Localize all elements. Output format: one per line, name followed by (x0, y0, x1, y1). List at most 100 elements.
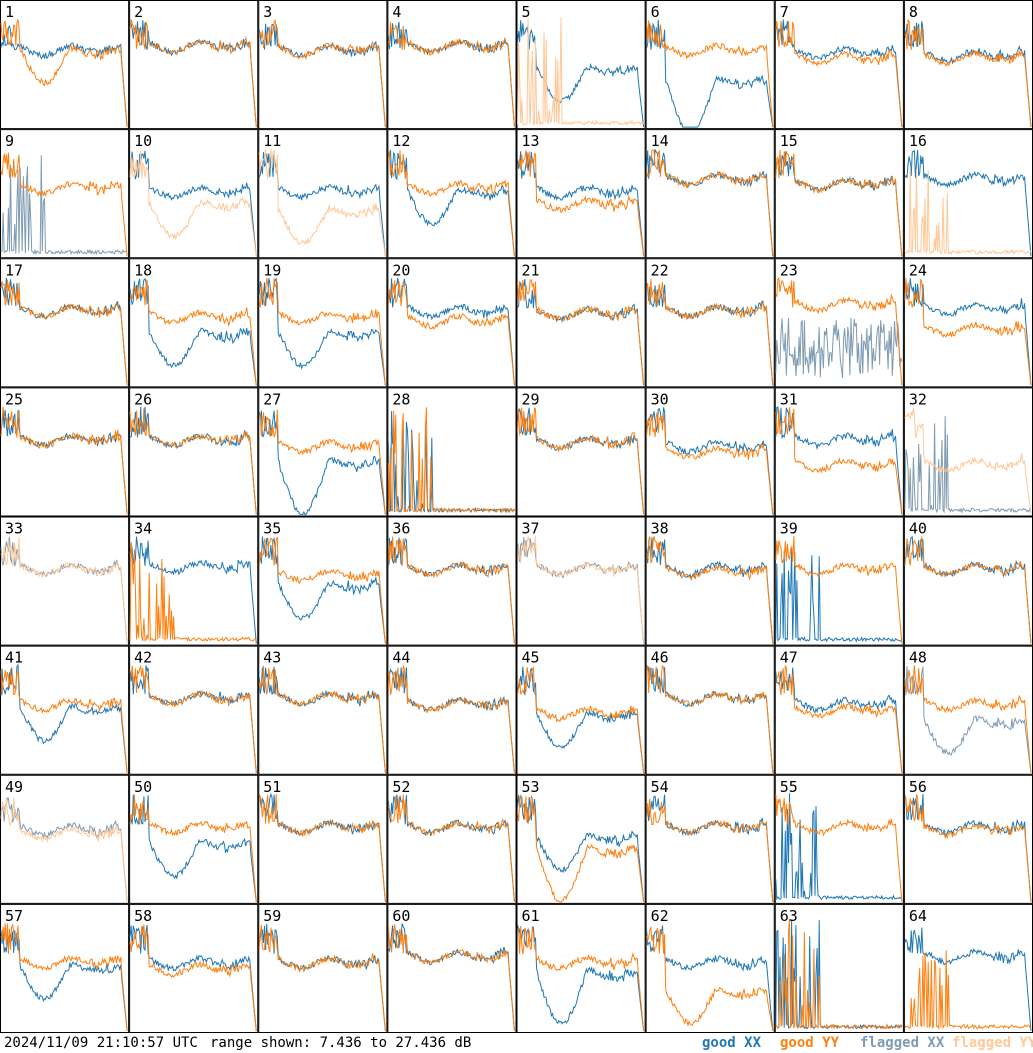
series-yy-line (129, 150, 257, 257)
series-yy-line (517, 925, 645, 1032)
panel-frame (645, 645, 775, 775)
series-yy-line (0, 797, 128, 902)
series-xx-line (904, 927, 1032, 1032)
series-yy-line (129, 924, 257, 1032)
panel-label: 63 (780, 907, 798, 925)
panel-57: 57 (0, 903, 130, 1033)
panel-label: 46 (651, 649, 669, 667)
panel-19: 19 (258, 258, 388, 388)
panel-label: 24 (909, 261, 927, 279)
panel-label: 34 (134, 520, 152, 538)
series-xx-line (646, 537, 774, 644)
panel-frame (0, 774, 130, 904)
series-yy-line (775, 664, 903, 773)
series-yy-line (387, 22, 515, 128)
series-xx-line (904, 666, 1032, 773)
panel-frame (258, 129, 388, 259)
panel-frame (258, 0, 388, 130)
timestamp-label: 2024/11/09 21:10:57 UTC (4, 1035, 198, 1051)
series-xx-line (904, 278, 1032, 386)
panel-label: 61 (522, 907, 540, 925)
series-xx-line (0, 277, 128, 386)
panel-52: 52 (387, 774, 517, 904)
series-yy-line (387, 794, 515, 902)
panel-55: 55 (774, 774, 904, 904)
legend-flagged-xx: flagged XX (860, 1035, 945, 1051)
series-yy-line (904, 277, 1032, 386)
panel-frame (258, 774, 388, 904)
panel-frame (0, 387, 130, 517)
panel-label: 17 (5, 261, 23, 279)
series-yy-line (258, 409, 386, 515)
series-yy-line (517, 149, 645, 257)
panel-frame (645, 387, 775, 517)
series-yy-line (258, 536, 386, 644)
panel-22: 22 (645, 258, 775, 388)
series-xx-line (0, 797, 128, 902)
series-yy-line (904, 950, 1032, 1031)
panel-4: 4 (387, 0, 517, 130)
series-yy-line (387, 664, 515, 773)
series-xx-line (387, 149, 515, 257)
panel-frame (258, 903, 388, 1033)
series-xx-line (387, 277, 515, 386)
panel-label: 49 (5, 778, 23, 796)
series-yy-line (517, 279, 645, 386)
panel-label: 59 (263, 907, 281, 925)
panel-label: 21 (522, 261, 540, 279)
series-yy-line (387, 280, 515, 386)
panel-label: 48 (909, 649, 927, 667)
series-xx-line (775, 667, 903, 773)
panel-label: 39 (780, 520, 798, 538)
panel-46: 46 (645, 645, 775, 775)
panel-23: 23 (774, 258, 904, 388)
panel-label: 9 (5, 132, 14, 150)
series-yy-line (517, 406, 645, 515)
panel-30: 30 (645, 387, 775, 517)
legend-flagged-yy: flagged YY (952, 1035, 1033, 1051)
panel-1: 1 (0, 0, 130, 130)
range-label: range shown: 7.436 to 27.436 dB (210, 1035, 472, 1051)
panel-label: 5 (522, 3, 531, 21)
series-yy-line (129, 279, 257, 386)
panel-frame (258, 387, 388, 517)
panel-10: 10 (129, 129, 259, 259)
panel-47: 47 (774, 645, 904, 775)
panel-label: 38 (651, 520, 669, 538)
panel-17: 17 (0, 258, 130, 388)
panel-label: 35 (263, 520, 281, 538)
series-yy-line (0, 669, 128, 773)
series-yy-line (130, 664, 257, 773)
panel-frame (774, 0, 904, 130)
panel-28: 28 (387, 387, 517, 517)
panel-9: 9 (0, 129, 130, 259)
series-yy-line (129, 794, 257, 902)
panel-42: 42 (129, 645, 259, 775)
series-yy-line (904, 794, 1032, 902)
panel-26: 26 (129, 387, 259, 517)
series-xx-line (517, 20, 645, 128)
panel-54: 54 (645, 774, 775, 904)
series-yy-line (0, 152, 128, 257)
panel-56: 56 (903, 774, 1033, 904)
panel-frame (387, 774, 517, 904)
panel-label: 3 (263, 3, 272, 21)
panel-frame (516, 0, 646, 130)
panel-label: 10 (134, 132, 152, 150)
series-xx-line (775, 406, 903, 515)
series-xx-line (517, 279, 645, 386)
panel-36: 36 (387, 516, 517, 646)
panel-frame (774, 387, 904, 517)
panel-43: 43 (258, 645, 388, 775)
panel-label: 41 (5, 649, 23, 667)
panel-frame (645, 903, 775, 1033)
panel-39: 39 (774, 516, 904, 646)
panel-label: 40 (909, 520, 927, 538)
series-yy-line (646, 665, 774, 773)
series-yy-line (646, 412, 774, 515)
panel-frame (258, 516, 388, 646)
panel-49: 49 (0, 774, 130, 904)
panel-7: 7 (774, 0, 904, 130)
panel-33: 33 (0, 516, 130, 646)
series-xx-line (904, 21, 1032, 128)
